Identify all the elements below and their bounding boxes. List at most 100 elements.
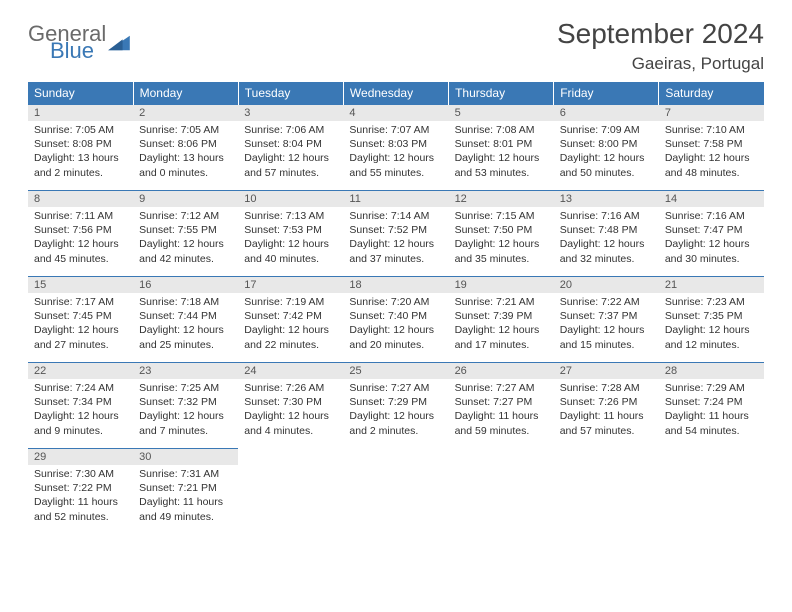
sunset-text: Sunset: 7:37 PM [560, 309, 653, 323]
daylight-text: and 2 minutes. [34, 166, 127, 180]
location: Gaeiras, Portugal [557, 54, 764, 74]
sunset-text: Sunset: 7:26 PM [560, 395, 653, 409]
sunrise-text: Sunrise: 7:21 AM [455, 295, 548, 309]
daylight-text: and 49 minutes. [139, 510, 232, 524]
daylight-text: and 25 minutes. [139, 338, 232, 352]
sunset-text: Sunset: 7:50 PM [455, 223, 548, 237]
sunrise-text: Sunrise: 7:24 AM [34, 381, 127, 395]
week-row: 1Sunrise: 7:05 AMSunset: 8:08 PMDaylight… [28, 105, 764, 191]
day-number: 17 [238, 277, 343, 293]
day-data: Sunrise: 7:05 AMSunset: 8:08 PMDaylight:… [28, 121, 133, 184]
sunrise-text: Sunrise: 7:08 AM [455, 123, 548, 137]
day-data: Sunrise: 7:09 AMSunset: 8:00 PMDaylight:… [554, 121, 659, 184]
sunset-text: Sunset: 7:47 PM [665, 223, 758, 237]
day-cell: 14Sunrise: 7:16 AMSunset: 7:47 PMDayligh… [659, 191, 764, 277]
weekday-header: Tuesday [238, 82, 343, 105]
day-data: Sunrise: 7:15 AMSunset: 7:50 PMDaylight:… [449, 207, 554, 270]
week-row: 15Sunrise: 7:17 AMSunset: 7:45 PMDayligh… [28, 277, 764, 363]
day-data: Sunrise: 7:20 AMSunset: 7:40 PMDaylight:… [343, 293, 448, 356]
sunrise-text: Sunrise: 7:22 AM [560, 295, 653, 309]
daylight-text: Daylight: 11 hours [560, 409, 653, 423]
day-cell: 1Sunrise: 7:05 AMSunset: 8:08 PMDaylight… [28, 105, 133, 191]
sunset-text: Sunset: 8:01 PM [455, 137, 548, 151]
day-cell: 18Sunrise: 7:20 AMSunset: 7:40 PMDayligh… [343, 277, 448, 363]
day-data: Sunrise: 7:18 AMSunset: 7:44 PMDaylight:… [133, 293, 238, 356]
day-cell: 29Sunrise: 7:30 AMSunset: 7:22 PMDayligh… [28, 449, 133, 535]
daylight-text: and 17 minutes. [455, 338, 548, 352]
sunrise-text: Sunrise: 7:09 AM [560, 123, 653, 137]
week-row: 22Sunrise: 7:24 AMSunset: 7:34 PMDayligh… [28, 363, 764, 449]
day-data: Sunrise: 7:23 AMSunset: 7:35 PMDaylight:… [659, 293, 764, 356]
sunrise-text: Sunrise: 7:10 AM [665, 123, 758, 137]
daylight-text: and 48 minutes. [665, 166, 758, 180]
daylight-text: and 0 minutes. [139, 166, 232, 180]
day-number: 16 [133, 277, 238, 293]
weekday-header: Monday [133, 82, 238, 105]
sunset-text: Sunset: 8:03 PM [349, 137, 442, 151]
daylight-text: and 42 minutes. [139, 252, 232, 266]
day-number: 3 [238, 105, 343, 121]
title-block: September 2024 Gaeiras, Portugal [557, 18, 764, 74]
daylight-text: Daylight: 11 hours [455, 409, 548, 423]
sunset-text: Sunset: 7:22 PM [34, 481, 127, 495]
day-cell: 23Sunrise: 7:25 AMSunset: 7:32 PMDayligh… [133, 363, 238, 449]
sunrise-text: Sunrise: 7:06 AM [244, 123, 337, 137]
day-cell [449, 449, 554, 535]
day-number: 4 [343, 105, 448, 121]
day-cell: 10Sunrise: 7:13 AMSunset: 7:53 PMDayligh… [238, 191, 343, 277]
day-data: Sunrise: 7:29 AMSunset: 7:24 PMDaylight:… [659, 379, 764, 442]
sunrise-text: Sunrise: 7:20 AM [349, 295, 442, 309]
daylight-text: and 15 minutes. [560, 338, 653, 352]
daylight-text: Daylight: 12 hours [665, 151, 758, 165]
sunset-text: Sunset: 7:29 PM [349, 395, 442, 409]
sunset-text: Sunset: 8:00 PM [560, 137, 653, 151]
sunrise-text: Sunrise: 7:27 AM [349, 381, 442, 395]
sunrise-text: Sunrise: 7:12 AM [139, 209, 232, 223]
logo: General Blue [28, 24, 130, 62]
sunset-text: Sunset: 7:52 PM [349, 223, 442, 237]
sunrise-text: Sunrise: 7:30 AM [34, 467, 127, 481]
daylight-text: Daylight: 12 hours [349, 409, 442, 423]
daylight-text: Daylight: 13 hours [34, 151, 127, 165]
day-cell: 30Sunrise: 7:31 AMSunset: 7:21 PMDayligh… [133, 449, 238, 535]
day-cell: 15Sunrise: 7:17 AMSunset: 7:45 PMDayligh… [28, 277, 133, 363]
sunrise-text: Sunrise: 7:19 AM [244, 295, 337, 309]
daylight-text: Daylight: 12 hours [455, 237, 548, 251]
daylight-text: Daylight: 11 hours [665, 409, 758, 423]
daylight-text: Daylight: 12 hours [665, 323, 758, 337]
weekday-header: Thursday [449, 82, 554, 105]
daylight-text: and 53 minutes. [455, 166, 548, 180]
daylight-text: Daylight: 12 hours [244, 237, 337, 251]
sunset-text: Sunset: 7:21 PM [139, 481, 232, 495]
sunrise-text: Sunrise: 7:05 AM [139, 123, 232, 137]
daylight-text: and 35 minutes. [455, 252, 548, 266]
day-number: 29 [28, 449, 133, 465]
day-cell: 19Sunrise: 7:21 AMSunset: 7:39 PMDayligh… [449, 277, 554, 363]
weekday-header: Saturday [659, 82, 764, 105]
day-cell: 26Sunrise: 7:27 AMSunset: 7:27 PMDayligh… [449, 363, 554, 449]
day-cell: 9Sunrise: 7:12 AMSunset: 7:55 PMDaylight… [133, 191, 238, 277]
day-data: Sunrise: 7:16 AMSunset: 7:47 PMDaylight:… [659, 207, 764, 270]
day-data: Sunrise: 7:28 AMSunset: 7:26 PMDaylight:… [554, 379, 659, 442]
week-row: 8Sunrise: 7:11 AMSunset: 7:56 PMDaylight… [28, 191, 764, 277]
sunset-text: Sunset: 7:45 PM [34, 309, 127, 323]
daylight-text: and 45 minutes. [34, 252, 127, 266]
day-data: Sunrise: 7:17 AMSunset: 7:45 PMDaylight:… [28, 293, 133, 356]
day-number: 25 [343, 363, 448, 379]
day-number: 19 [449, 277, 554, 293]
sunrise-text: Sunrise: 7:17 AM [34, 295, 127, 309]
day-data: Sunrise: 7:27 AMSunset: 7:29 PMDaylight:… [343, 379, 448, 442]
daylight-text: and 37 minutes. [349, 252, 442, 266]
daylight-text: Daylight: 11 hours [139, 495, 232, 509]
sunset-text: Sunset: 7:42 PM [244, 309, 337, 323]
day-data: Sunrise: 7:13 AMSunset: 7:53 PMDaylight:… [238, 207, 343, 270]
daylight-text: Daylight: 12 hours [455, 151, 548, 165]
calendar-table: Sunday Monday Tuesday Wednesday Thursday… [28, 82, 764, 535]
day-cell [659, 449, 764, 535]
day-data: Sunrise: 7:14 AMSunset: 7:52 PMDaylight:… [343, 207, 448, 270]
sunset-text: Sunset: 7:32 PM [139, 395, 232, 409]
day-data: Sunrise: 7:25 AMSunset: 7:32 PMDaylight:… [133, 379, 238, 442]
daylight-text: Daylight: 12 hours [244, 151, 337, 165]
daylight-text: and 54 minutes. [665, 424, 758, 438]
daylight-text: and 12 minutes. [665, 338, 758, 352]
